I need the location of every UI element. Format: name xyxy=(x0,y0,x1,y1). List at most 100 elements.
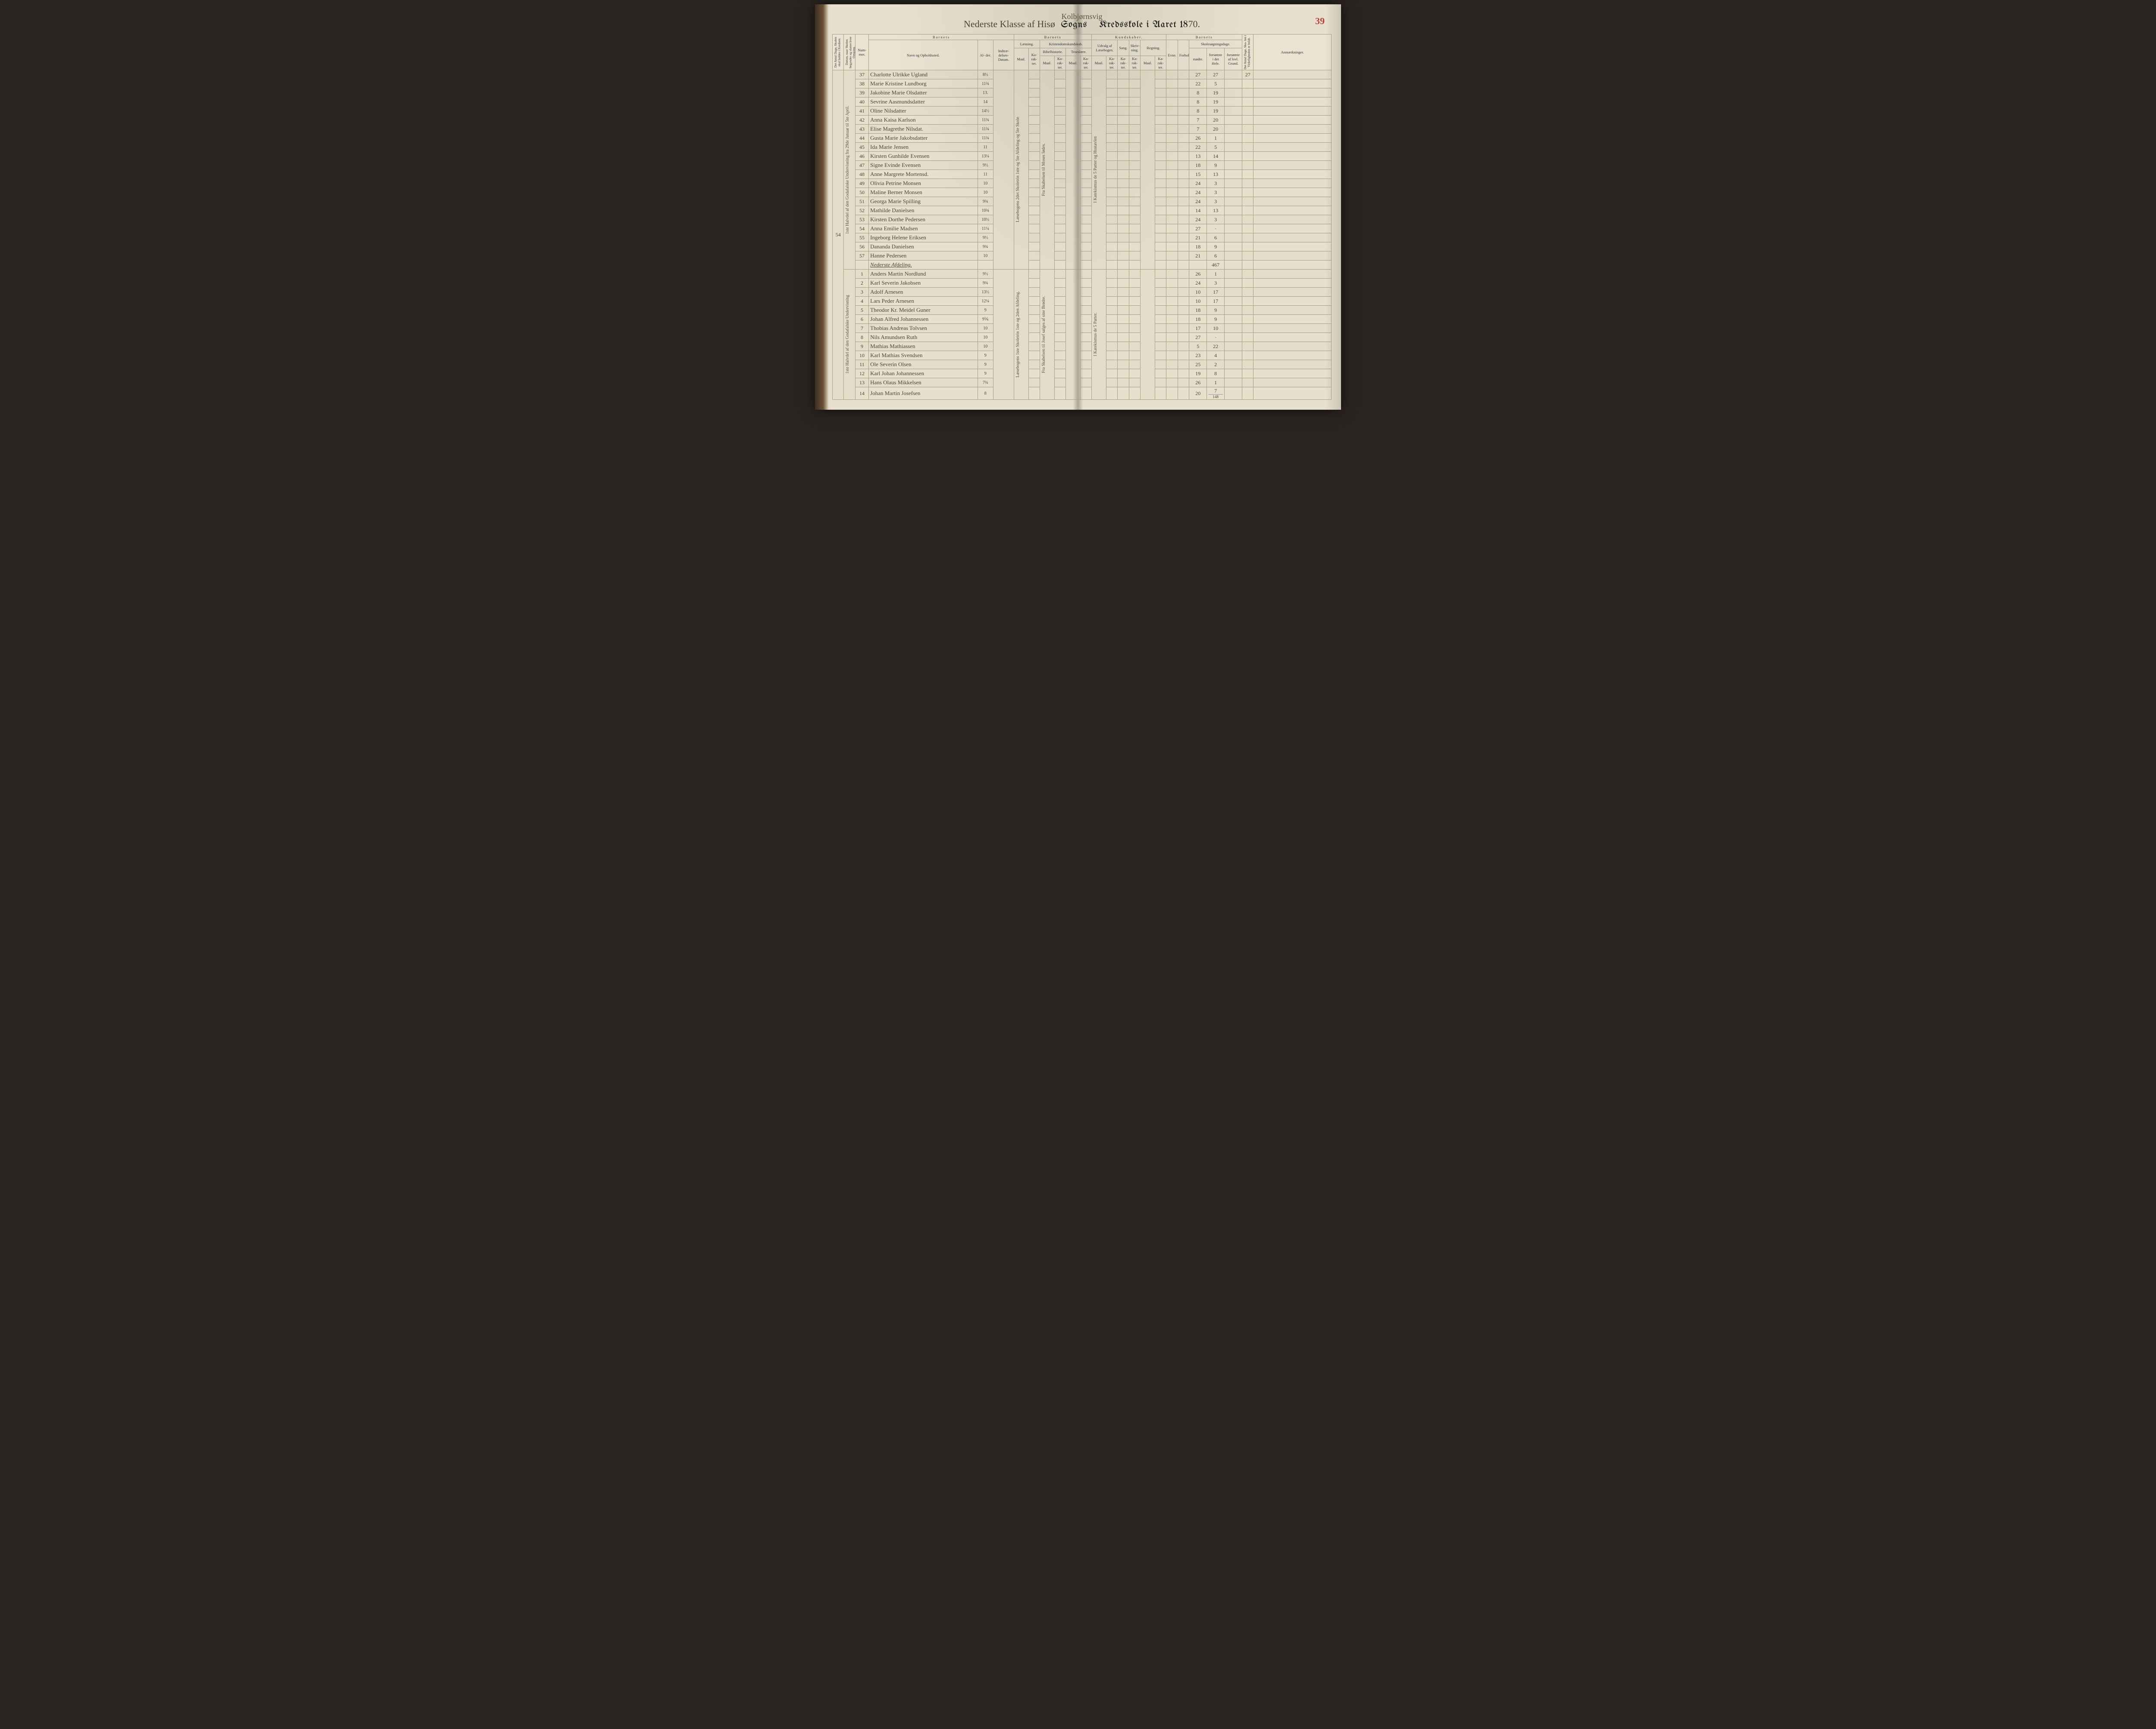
row-number: 14 xyxy=(855,387,868,400)
troes-kar-cell xyxy=(1080,378,1091,387)
anm-cell xyxy=(1253,360,1332,369)
antal-virk-cell xyxy=(1242,333,1253,342)
laes-kar-cell xyxy=(1028,270,1040,279)
bibel-kar-cell xyxy=(1054,170,1065,179)
student-name: Elise Magrethe Nilsdat. xyxy=(869,125,978,134)
hdr-troes-kar: Ka- rak- ter. xyxy=(1080,56,1091,70)
evne-cell xyxy=(1166,143,1178,152)
forsomte-hele-cell: 3 xyxy=(1207,215,1225,224)
antal-virk-cell xyxy=(1242,152,1253,161)
udvalg-kar-cell xyxy=(1106,107,1117,116)
anm-cell xyxy=(1253,306,1332,315)
table-row: 44Gusta Marie Jakobsdatter11¾261 xyxy=(833,134,1332,143)
bibel-kar-cell xyxy=(1054,70,1065,79)
udvalg-kar-cell xyxy=(1106,260,1117,270)
bibel-kar-cell xyxy=(1054,97,1065,107)
modte-cell: 24 xyxy=(1189,197,1207,206)
sang-kar-cell xyxy=(1118,297,1129,306)
bibel-kar-cell xyxy=(1054,306,1065,315)
forhold-cell xyxy=(1178,233,1189,242)
modte-cell: 23 xyxy=(1189,351,1207,360)
regning-kar-cell xyxy=(1155,279,1166,288)
udvalg-kar-cell xyxy=(1106,79,1117,88)
row-number: 39 xyxy=(855,88,868,97)
evne-cell xyxy=(1166,215,1178,224)
anm-cell xyxy=(1253,270,1332,279)
troes-kar-cell xyxy=(1080,125,1091,134)
bibel-kar-cell xyxy=(1054,360,1065,369)
evne-cell xyxy=(1166,134,1178,143)
forsomte-grund-cell xyxy=(1225,360,1242,369)
antal-virk-cell xyxy=(1242,324,1253,333)
regning-kar-cell xyxy=(1155,306,1166,315)
antal-virk-cell xyxy=(1242,260,1253,270)
forsomte-hele-cell: 8 xyxy=(1207,369,1225,378)
forsomte-hele-cell: 17 xyxy=(1207,288,1225,297)
skriv-kar-cell xyxy=(1129,125,1140,134)
student-age: 9⅙ xyxy=(978,315,993,324)
forsomte-hele-cell: 1 xyxy=(1207,270,1225,279)
table-row: 10Karl Mathias Svendsen9234 xyxy=(833,351,1332,360)
udvalg-kar-cell xyxy=(1106,97,1117,107)
bibel-maal-cell: Fra Skabelsen til Josef salges af sine B… xyxy=(1040,270,1055,400)
regning-kar-cell xyxy=(1155,79,1166,88)
forsomte-hele-cell: 3 xyxy=(1207,188,1225,197)
forsomte-hele-cell: 19 xyxy=(1207,97,1225,107)
student-name: Adolf Arnesen xyxy=(869,288,978,297)
skriv-kar-cell xyxy=(1129,324,1140,333)
laes-kar-cell xyxy=(1028,179,1040,188)
table-row: 3Adolf Arnesen13½1017 xyxy=(833,288,1332,297)
table-row: 11Ole Severin Olsen9252 xyxy=(833,360,1332,369)
forsomte-grund-cell xyxy=(1225,297,1242,306)
forsomte-hele-cell: 3 xyxy=(1207,179,1225,188)
table-row: 46Kirsten Gunhilde Evensen13¼1314 xyxy=(833,152,1332,161)
anm-cell xyxy=(1253,188,1332,197)
forsomte-hele-cell: 4 xyxy=(1207,351,1225,360)
forhold-cell xyxy=(1178,270,1189,279)
antal-virk-cell xyxy=(1242,143,1253,152)
troes-kar-cell xyxy=(1080,342,1091,351)
student-name: Maline Berner Monsen xyxy=(869,188,978,197)
sang-kar-cell xyxy=(1118,306,1129,315)
regning-kar-cell xyxy=(1155,378,1166,387)
row-number: 10 xyxy=(855,351,868,360)
hdr-udvalg: Udvalg af Læsebogen. xyxy=(1092,40,1118,56)
bibel-kar-cell xyxy=(1054,288,1065,297)
forsomte-grund-cell xyxy=(1225,134,1242,143)
sang-kar-cell xyxy=(1118,161,1129,170)
antal-virk-cell xyxy=(1242,79,1253,88)
sang-kar-cell xyxy=(1118,215,1129,224)
student-name: Hanne Pedersen xyxy=(869,251,978,260)
sang-kar-cell xyxy=(1118,242,1129,251)
table-row: 1ste Halvdel af den Godafalske Undervisn… xyxy=(833,270,1332,279)
table-row: 54Anna Emilie Madsen11¼27· xyxy=(833,224,1332,233)
antal-virk-cell xyxy=(1242,88,1253,97)
udvalg-kar-cell xyxy=(1106,170,1117,179)
student-name: Charlotte Ulrikke Ugland xyxy=(869,70,978,79)
skriv-kar-cell xyxy=(1129,297,1140,306)
laes-kar-cell xyxy=(1028,79,1040,88)
udvalg-kar-cell xyxy=(1106,161,1117,170)
bibel-kar-cell xyxy=(1054,251,1065,260)
hdr-bibel-maal: Maal. xyxy=(1040,56,1055,70)
modte-cell: 18 xyxy=(1189,315,1207,324)
table-header: Det Antal Dage, Skolen skal holdes i Kre… xyxy=(833,35,1332,70)
sang-kar-cell xyxy=(1118,270,1129,279)
bibel-kar-cell xyxy=(1054,179,1065,188)
laes-kar-cell xyxy=(1028,161,1040,170)
anm-cell xyxy=(1253,179,1332,188)
forhold-cell xyxy=(1178,288,1189,297)
forsomte-grund-cell xyxy=(1225,288,1242,297)
table-row: 41Oline Nilsdatter14½819 xyxy=(833,107,1332,116)
laes-kar-cell xyxy=(1028,88,1040,97)
udvalg-kar-cell xyxy=(1106,378,1117,387)
student-name: Anne Margrete Mortensd. xyxy=(869,170,978,179)
student-age: 9 xyxy=(978,351,993,360)
laes-maal-cell: Læsebogens 2det Skoletrin 1ste og 5te Af… xyxy=(1014,70,1028,270)
antal-virk-cell xyxy=(1242,315,1253,324)
laes-kar-cell xyxy=(1028,288,1040,297)
student-age: 8 xyxy=(978,387,993,400)
troes-maal-cell xyxy=(1066,70,1081,270)
modte-cell xyxy=(1189,260,1207,270)
udvalg-kar-cell xyxy=(1106,297,1117,306)
